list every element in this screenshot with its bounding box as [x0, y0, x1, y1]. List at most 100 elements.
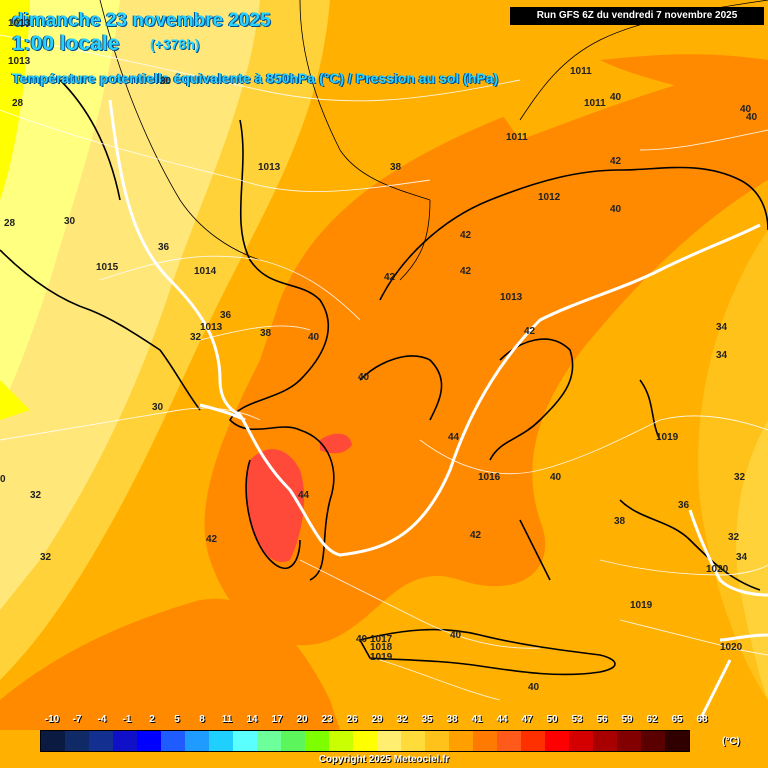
run-info: Run GFS 6Z du vendredi 7 novembre 2025 [510, 7, 764, 25]
legend-swatch [113, 731, 137, 751]
legend-tick-label: 38 [446, 714, 458, 725]
copyright: Copyright 2025 Meteociel.fr [318, 754, 450, 765]
legend-swatch [41, 731, 65, 751]
map-value-label: 36 [678, 500, 690, 511]
map-value-label: 44 [448, 432, 460, 443]
legend-tick-label: 23 [321, 714, 333, 725]
map-value-label: 30 [64, 216, 76, 227]
legend-tick-label: -1 [122, 714, 132, 725]
legend-swatch [401, 731, 425, 751]
map-value-label: 28 [4, 218, 16, 229]
map-value-label: 28 [12, 98, 24, 109]
map-value-label: 1013 [8, 18, 31, 29]
legend-tick-label: 65 [671, 714, 683, 725]
date-title: dimanche 23 novembre 2025 [12, 10, 271, 31]
product-title: Température potentielle équivalente à 85… [12, 70, 499, 86]
legend-tick-label: 20 [296, 714, 308, 725]
legend-tick-label: 62 [646, 714, 658, 725]
legend-tick-label: 53 [571, 714, 583, 725]
map-value-label: 32 [728, 532, 740, 543]
legend-swatch [593, 731, 617, 751]
map-value-label: 1011 [584, 98, 606, 109]
lead-time: (+378h) [150, 36, 200, 52]
map-value-label: 40 [610, 92, 622, 103]
legend-tick-label: 44 [496, 714, 508, 725]
map-value-label: 1018 [370, 642, 393, 653]
legend-swatch [257, 731, 281, 751]
legend-swatch [89, 731, 113, 751]
legend-swatch [449, 731, 473, 751]
map-value-label: 1019 [656, 432, 679, 443]
map-value-label: 1012 [538, 192, 561, 203]
map-value-label: 42 [384, 272, 396, 283]
legend-tick-label: 47 [521, 714, 533, 725]
legend-tick-label: 32 [396, 714, 408, 725]
map-value-label: 1019 [370, 652, 393, 663]
map-value-label: 0 [0, 474, 6, 485]
legend-tick-label: 8 [199, 714, 205, 725]
map-value-label: 40 [550, 472, 562, 483]
map-value-label: 40 [358, 372, 370, 383]
map-value-label: 30 [152, 402, 164, 413]
map-value-label: 42 [206, 534, 218, 545]
map-value-label: 1014 [194, 266, 217, 277]
legend-swatch [329, 731, 353, 751]
map-value-label: 32 [190, 332, 202, 343]
map-value-label: 30 [160, 76, 172, 87]
map-value-label: 40 [610, 204, 622, 215]
legend-swatch [617, 731, 641, 751]
map-value-label: 32 [30, 490, 42, 501]
map-value-label: 1020 [720, 642, 743, 653]
map-value-label: 42 [470, 530, 482, 541]
legend-swatch [641, 731, 665, 751]
map-value-label: 1017 [370, 634, 393, 645]
map-value-label: 44 [298, 490, 310, 501]
map-value-label: 34 [736, 552, 748, 563]
map-value-label: 42 [610, 156, 622, 167]
legend-unit: (°C) [722, 736, 740, 747]
legend-tick-label: 56 [596, 714, 608, 725]
map-value-label: 1015 [96, 262, 119, 273]
legend-tick-label: 29 [371, 714, 383, 725]
legend-swatch [161, 731, 185, 751]
map-value-label: 42 [460, 230, 472, 241]
legend-swatch [305, 731, 329, 751]
legend-tick-label: -10 [44, 714, 60, 725]
map-value-label: 1013 [8, 56, 31, 67]
color-legend [40, 730, 690, 752]
map-value-label: 40 [746, 112, 758, 123]
map-value-label: 38 [614, 516, 626, 527]
legend-swatch [521, 731, 545, 751]
map-value-label: 40 [356, 634, 368, 645]
legend-swatch [353, 731, 377, 751]
map-value-label: 34 [716, 350, 728, 361]
legend-swatch [569, 731, 593, 751]
legend-tick-label: 41 [471, 714, 483, 725]
map-value-label: 42 [460, 266, 472, 277]
map-value-label: 42 [524, 326, 536, 337]
legend-tick-label: 5 [174, 714, 180, 725]
map-value-label: 38 [390, 162, 402, 173]
legend-swatch [473, 731, 497, 751]
map-value-label: 36 [158, 242, 170, 253]
legend-swatch [545, 731, 569, 751]
legend-swatch [185, 731, 209, 751]
map-value-label: 1020 [706, 564, 729, 575]
legend-tick-label: 17 [271, 714, 283, 725]
map-value-label: 40 [450, 630, 462, 641]
map-value-label: 40 [740, 104, 752, 115]
map-value-label: 1013 [500, 292, 523, 303]
legend-swatch [233, 731, 257, 751]
legend-swatch [497, 731, 521, 751]
legend-tick-label: 35 [421, 714, 433, 725]
map-value-label: 40 [308, 332, 320, 343]
legend-tick-label: 2 [149, 714, 155, 725]
legend-tick-label: 59 [621, 714, 633, 725]
legend-swatch [425, 731, 449, 751]
map-value-label: 40 [528, 682, 540, 693]
time-title: 1:00 locale [12, 32, 120, 55]
map-value-label: 1013 [200, 322, 223, 333]
legend-swatch [377, 731, 401, 751]
